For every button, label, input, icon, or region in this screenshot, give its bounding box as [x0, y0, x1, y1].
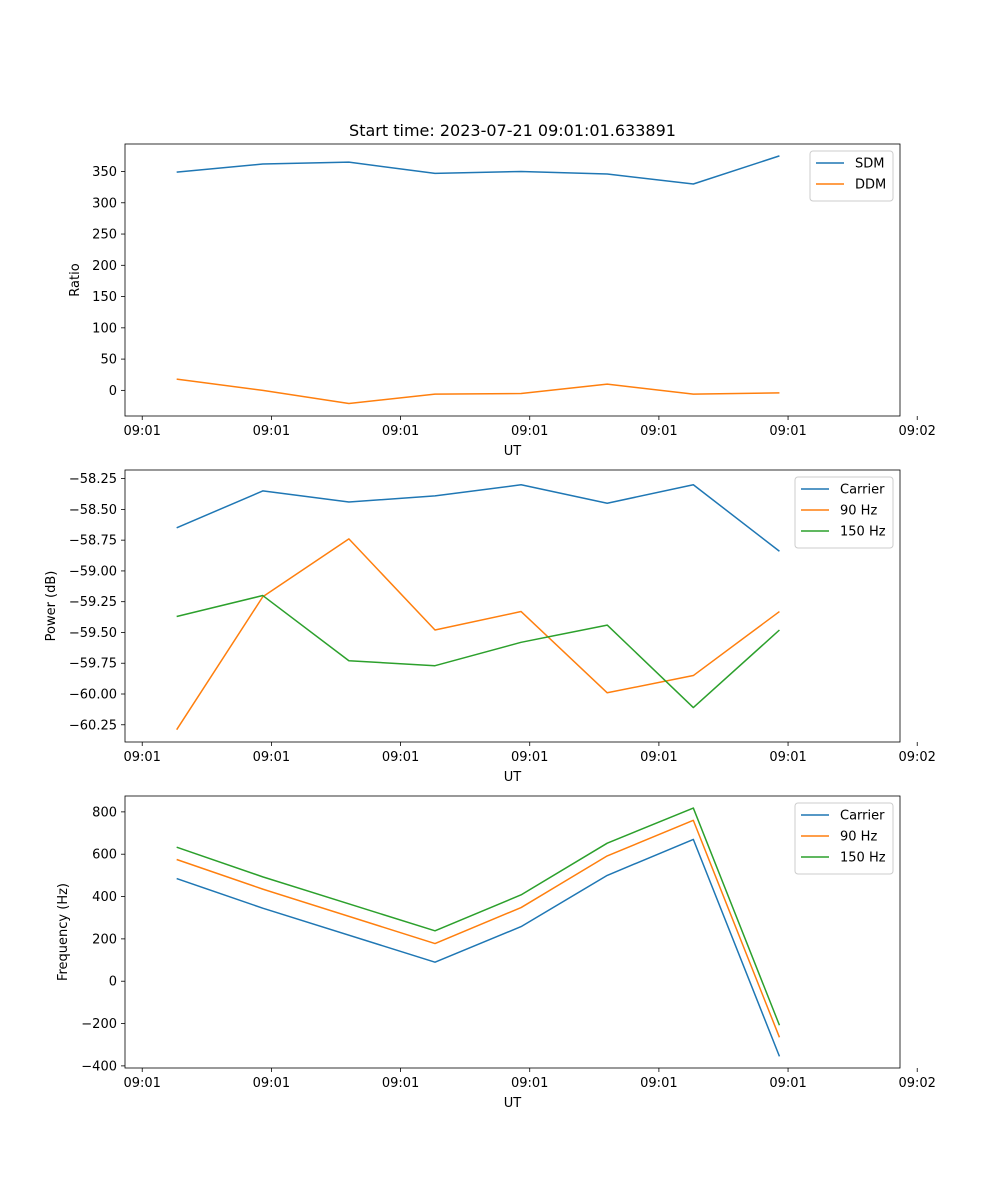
chart-title: Start time: 2023-07-21 09:01:01.633891 [349, 121, 676, 140]
y-tick-label: 150 [92, 290, 117, 305]
x-axis-label: UT [504, 444, 522, 459]
series-line-sdm [176, 155, 780, 185]
x-tick-label: 09:01 [123, 750, 160, 765]
y-tick-label: 400 [92, 890, 117, 905]
panel-2: 09:01 09:01 09:01 09:01 09:01 09:01 09:02 −60.2… [44, 469, 936, 785]
x-tick-label: 09:02 [898, 1076, 935, 1091]
y-tick-label: 250 [92, 228, 117, 243]
series-line-carrier [176, 484, 780, 552]
y-tick-label: −200 [81, 1017, 117, 1032]
series-line-ddm [176, 378, 780, 405]
y-tick-label: 0 [109, 975, 117, 990]
y-tick-label: 300 [92, 196, 117, 211]
x-tick-label: 09:01 [511, 750, 548, 765]
axes-frame [124, 795, 901, 1069]
x-tick-label: 09:01 [769, 1076, 806, 1091]
legend-label: Carrier [840, 809, 885, 824]
y-axis-label: Power (dB) [44, 571, 59, 642]
y-tick-label: −59.25 [69, 595, 117, 610]
axes-frame [124, 143, 901, 417]
axes-frame [124, 469, 901, 743]
x-tick-label: 09:01 [382, 1076, 419, 1091]
y-tick-label: −60.25 [69, 718, 117, 733]
y-tick-label: −59.50 [69, 626, 117, 641]
y-tick-label: 100 [92, 321, 117, 336]
x-tick-label: 09:01 [511, 424, 548, 439]
x-tick-label: 09:01 [640, 1076, 677, 1091]
legend-label: 90 Hz [840, 504, 877, 519]
y-tick-label: 350 [92, 165, 117, 180]
x-tick-label: 09:01 [769, 424, 806, 439]
y-tick-label: −59.75 [69, 657, 117, 672]
x-tick-label: 09:01 [511, 1076, 548, 1091]
x-tick-label: 09:01 [123, 424, 160, 439]
y-axis-label: Ratio [68, 263, 83, 296]
y-tick-label: −58.75 [69, 534, 117, 549]
series-line-150-hz [176, 807, 781, 1026]
y-tick-label: −400 [81, 1059, 117, 1074]
x-axis-label: UT [504, 1096, 522, 1111]
legend-label: 150 Hz [840, 525, 886, 540]
x-tick-label: 09:01 [640, 424, 677, 439]
y-tick-label: 200 [92, 932, 117, 947]
y-tick-label: 50 [100, 353, 117, 368]
series-line-150-hz [176, 594, 780, 709]
x-tick-label: 09:01 [769, 750, 806, 765]
y-tick-label: −60.00 [69, 688, 117, 703]
y-tick-label: 800 [92, 805, 117, 820]
x-tick-label: 09:02 [898, 424, 935, 439]
legend-label: DDM [855, 178, 886, 193]
legend: SDM DDM [809, 150, 894, 202]
y-tick-label: 200 [92, 259, 117, 274]
y-tick-label: −58.25 [69, 472, 117, 487]
legend-label: 90 Hz [840, 830, 877, 845]
x-tick-label: 09:01 [253, 424, 290, 439]
x-axis-label: UT [504, 770, 522, 785]
legend-label: Carrier [840, 483, 885, 498]
y-tick-label: −59.00 [69, 564, 117, 579]
series-line-90-hz [176, 538, 780, 731]
x-tick-label: 09:01 [253, 750, 290, 765]
legend-label: 150 Hz [840, 851, 886, 866]
legend: Carrier 90 Hz 150 Hz [794, 476, 894, 549]
series-line-carrier [176, 838, 781, 1057]
panel-3: 09:01 09:01 09:01 09:01 09:01 09:01 09:02 −400 −… [56, 795, 936, 1111]
series-line-90-hz [176, 819, 781, 1038]
legend-label: SDM [855, 157, 884, 172]
panels: 09:01 09:01 09:01 09:01 09:01 09:01 09:02 0 50 10… [44, 121, 936, 1111]
x-tick-label: 09:01 [382, 424, 419, 439]
x-tick-label: 09:01 [123, 1076, 160, 1091]
x-tick-label: 09:02 [898, 750, 935, 765]
panel-1: 09:01 09:01 09:01 09:01 09:01 09:01 09:02 0 50 10… [68, 121, 936, 459]
y-tick-label: −58.50 [69, 503, 117, 518]
y-tick-label: 600 [92, 848, 117, 863]
x-tick-label: 09:01 [382, 750, 419, 765]
x-tick-label: 09:01 [253, 1076, 290, 1091]
legend: Carrier 90 Hz 150 Hz [794, 802, 894, 875]
y-tick-label: 0 [109, 384, 117, 399]
y-axis-label: Frequency (Hz) [56, 883, 71, 981]
x-tick-label: 09:01 [640, 750, 677, 765]
